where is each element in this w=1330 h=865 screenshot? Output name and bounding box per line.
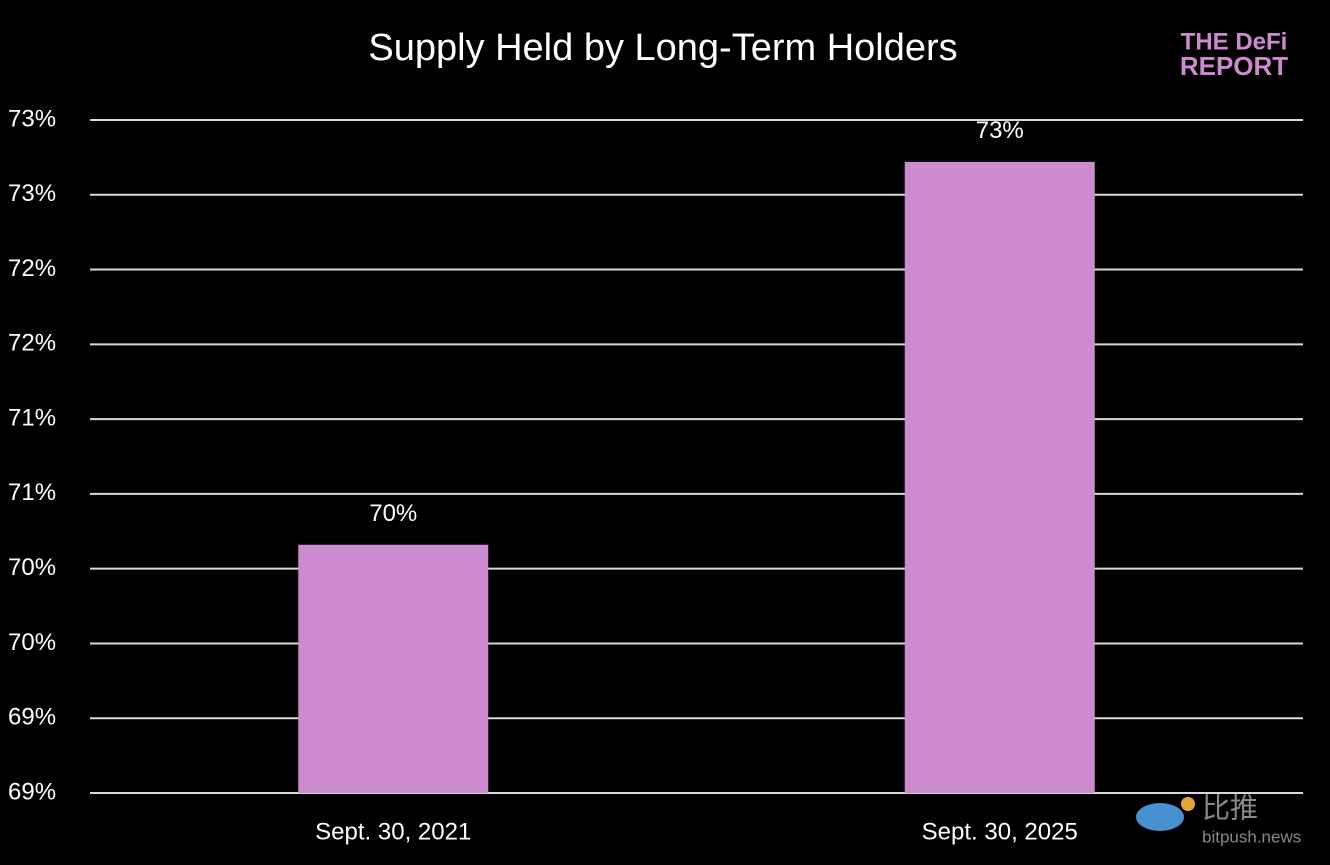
chart-title: Supply Held by Long-Term Holders — [368, 27, 957, 69]
watermark-bird — [1136, 803, 1184, 831]
y-tick-label: 73% — [8, 180, 56, 207]
y-tick-label: 69% — [8, 778, 56, 805]
x-tick-label: Sept. 30, 2021 — [315, 818, 471, 845]
y-tick-label: 70% — [8, 554, 56, 581]
logo-line2: REPORT — [1180, 51, 1288, 81]
y-tick-label: 73% — [8, 105, 56, 132]
y-tick-label: 70% — [8, 629, 56, 656]
y-tick-label: 72% — [8, 330, 56, 357]
value-label: 73% — [976, 117, 1024, 144]
y-tick-label: 71% — [8, 404, 56, 431]
y-tick-label: 72% — [8, 255, 56, 282]
value-label: 70% — [369, 500, 417, 527]
logo-line1: THE DeFi — [1181, 28, 1288, 55]
bar — [298, 544, 489, 793]
watermark-brand: 比推 — [1202, 792, 1258, 823]
x-tick-label: Sept. 30, 2025 — [922, 818, 1078, 845]
watermark-site: bitpush.news — [1202, 827, 1301, 846]
y-tick-label: 71% — [8, 479, 56, 506]
watermark-coin — [1181, 797, 1195, 811]
y-tick-label: 69% — [8, 704, 56, 731]
bar — [904, 161, 1095, 793]
